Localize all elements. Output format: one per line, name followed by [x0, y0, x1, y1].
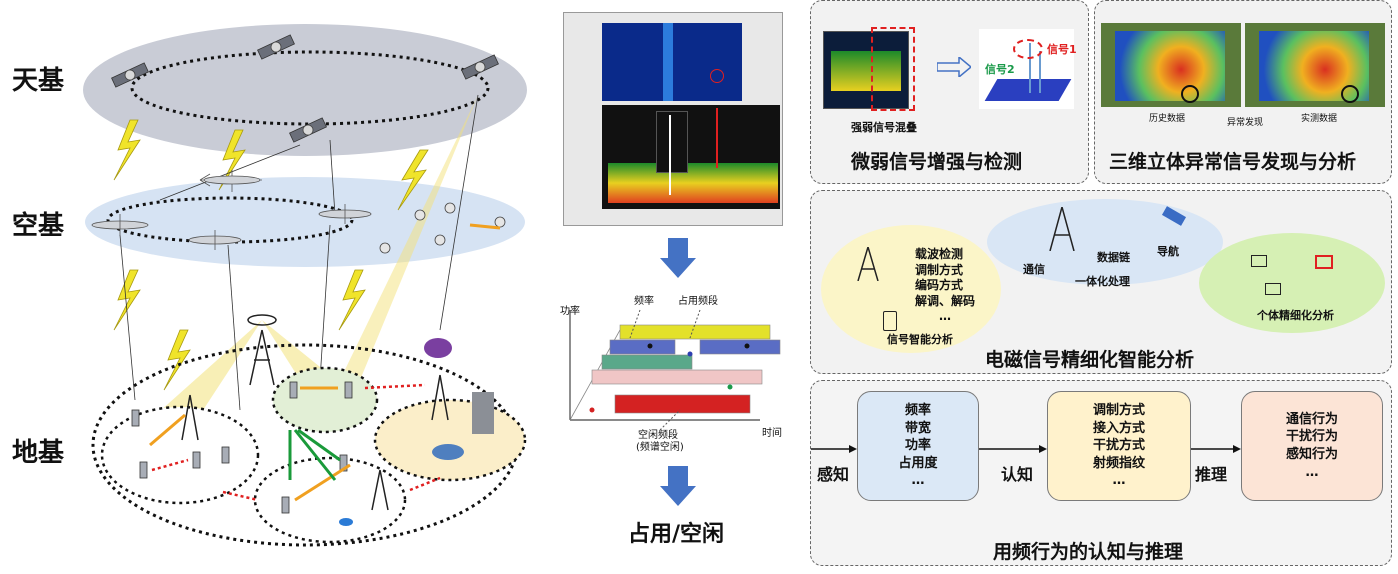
band-bar: [614, 394, 751, 414]
perception-box: 频率 带宽 功率 占用度 …: [857, 391, 979, 501]
satellite-dish-icon: [424, 338, 452, 358]
lightning-icon: [163, 329, 191, 391]
band-bar: [699, 339, 781, 355]
panel-weak-signal: 信号1 信号2 强弱信号混叠 微弱信号增强与检测: [810, 0, 1089, 184]
panel-behavior: 感知 认知 推理 频率 带宽 功率 占用度 … 调制方式 接入方式 干扰方式 射…: [810, 380, 1392, 566]
laptop-icon: [1315, 255, 1333, 269]
em-comm-label: 通信: [1023, 263, 1045, 276]
down-arrow-icon: [660, 466, 696, 506]
satellite-icon: [474, 61, 486, 73]
tower-icon: [1049, 207, 1075, 251]
lightning-icon: [338, 269, 366, 331]
spectrum-occupancy-diagram: 功率 时间 频率 占用频段 空闲频段 (频谱空闲): [560, 294, 782, 453]
panel-em-title: 电磁信号精细化智能分析: [985, 349, 1195, 371]
stadium-icon: [432, 444, 464, 460]
spectrum-screenshot: [563, 12, 783, 226]
mixed-signal-caption: 强弱信号混叠: [851, 121, 917, 134]
phone-icon: [883, 311, 897, 331]
em-integrated-label: 一体化处理: [1075, 275, 1130, 288]
cognition-box: 调制方式 接入方式 干扰方式 射频指纹 …: [1047, 391, 1191, 501]
band-bar: [591, 369, 763, 385]
tower-icon: [181, 314, 449, 511]
space-orbit: [130, 50, 490, 126]
em-datalink-label: 数据链: [1097, 251, 1130, 264]
right-arrow-icon: [937, 57, 971, 77]
band-bar: [609, 339, 676, 355]
layer-label-ground: 地基: [12, 438, 65, 468]
tower-icon: [857, 247, 879, 281]
axis-time: 时间: [762, 426, 782, 439]
caption-measured: 实测数据: [1301, 114, 1338, 124]
panel-3d-anomaly: 历史数据 异常发现 实测数据 三维立体异常信号发现与分析: [1094, 0, 1392, 184]
satellite-icon: [124, 69, 136, 81]
lightning-icon: [397, 149, 429, 211]
cognize-label: 认知: [1001, 465, 1034, 484]
perceive-label: 感知: [817, 465, 850, 484]
label-idle-1: 空闲频段: [638, 428, 678, 441]
uav-icon: [91, 170, 372, 250]
axis-power: 功率: [560, 304, 580, 317]
em-nav-label: 导航: [1157, 245, 1179, 258]
laptop-icon: [1265, 283, 1281, 295]
band-bar: [601, 354, 693, 370]
em-left-list: 载波检测 调制方式 编码方式 解调、解码 …: [915, 247, 976, 324]
panel-weak-title: 微弱信号增强与检测: [851, 151, 1023, 173]
satellite-icon: [270, 41, 282, 53]
layer-label-air: 空基: [12, 211, 65, 241]
caption-history: 历史数据: [1149, 114, 1186, 124]
label-occupied: 占用频段: [678, 294, 718, 307]
laptop-icon: [1251, 255, 1267, 267]
band-bar: [619, 324, 771, 340]
panel-3d-title: 三维立体异常信号发现与分析: [1109, 151, 1357, 173]
lightning-icon: [113, 269, 141, 331]
reason-label: 推理: [1195, 465, 1228, 484]
network-diagram: [83, 24, 527, 547]
space-layer-disc: [83, 24, 527, 156]
quadcopter-icon: [379, 202, 506, 254]
signal1-label: 信号1: [1047, 43, 1077, 56]
lightning-icon: [113, 119, 141, 181]
em-left-caption: 信号智能分析: [887, 333, 953, 346]
layer-label-space: 天基: [12, 66, 65, 96]
caption-anomaly: 异常发现: [1227, 118, 1264, 128]
building-icon: [472, 392, 494, 434]
occupancy-label: 占用/空闲: [628, 522, 725, 547]
database-icon: [339, 518, 353, 526]
panel-behavior-title: 用频行为的认知与推理: [993, 541, 1184, 563]
phone-icon: [131, 381, 353, 514]
reasoning-box: 通信行为 干扰行为 感知行为 …: [1241, 391, 1383, 501]
panel-em-analysis: 载波检测 调制方式 编码方式 解调、解码 … 信号智能分析 通信 数据链 一体化…: [810, 190, 1392, 374]
label-frequency: 频率: [634, 294, 654, 307]
label-idle-2: (频谱空闲): [636, 440, 684, 453]
signal2-label: 信号2: [985, 63, 1015, 76]
down-arrow-icon: [660, 238, 696, 278]
em-individual-label: 个体精细化分析: [1257, 309, 1334, 322]
air-layer-disc: [85, 177, 525, 267]
flow-arrows: [811, 445, 1241, 453]
satellite-icon: [302, 124, 314, 136]
